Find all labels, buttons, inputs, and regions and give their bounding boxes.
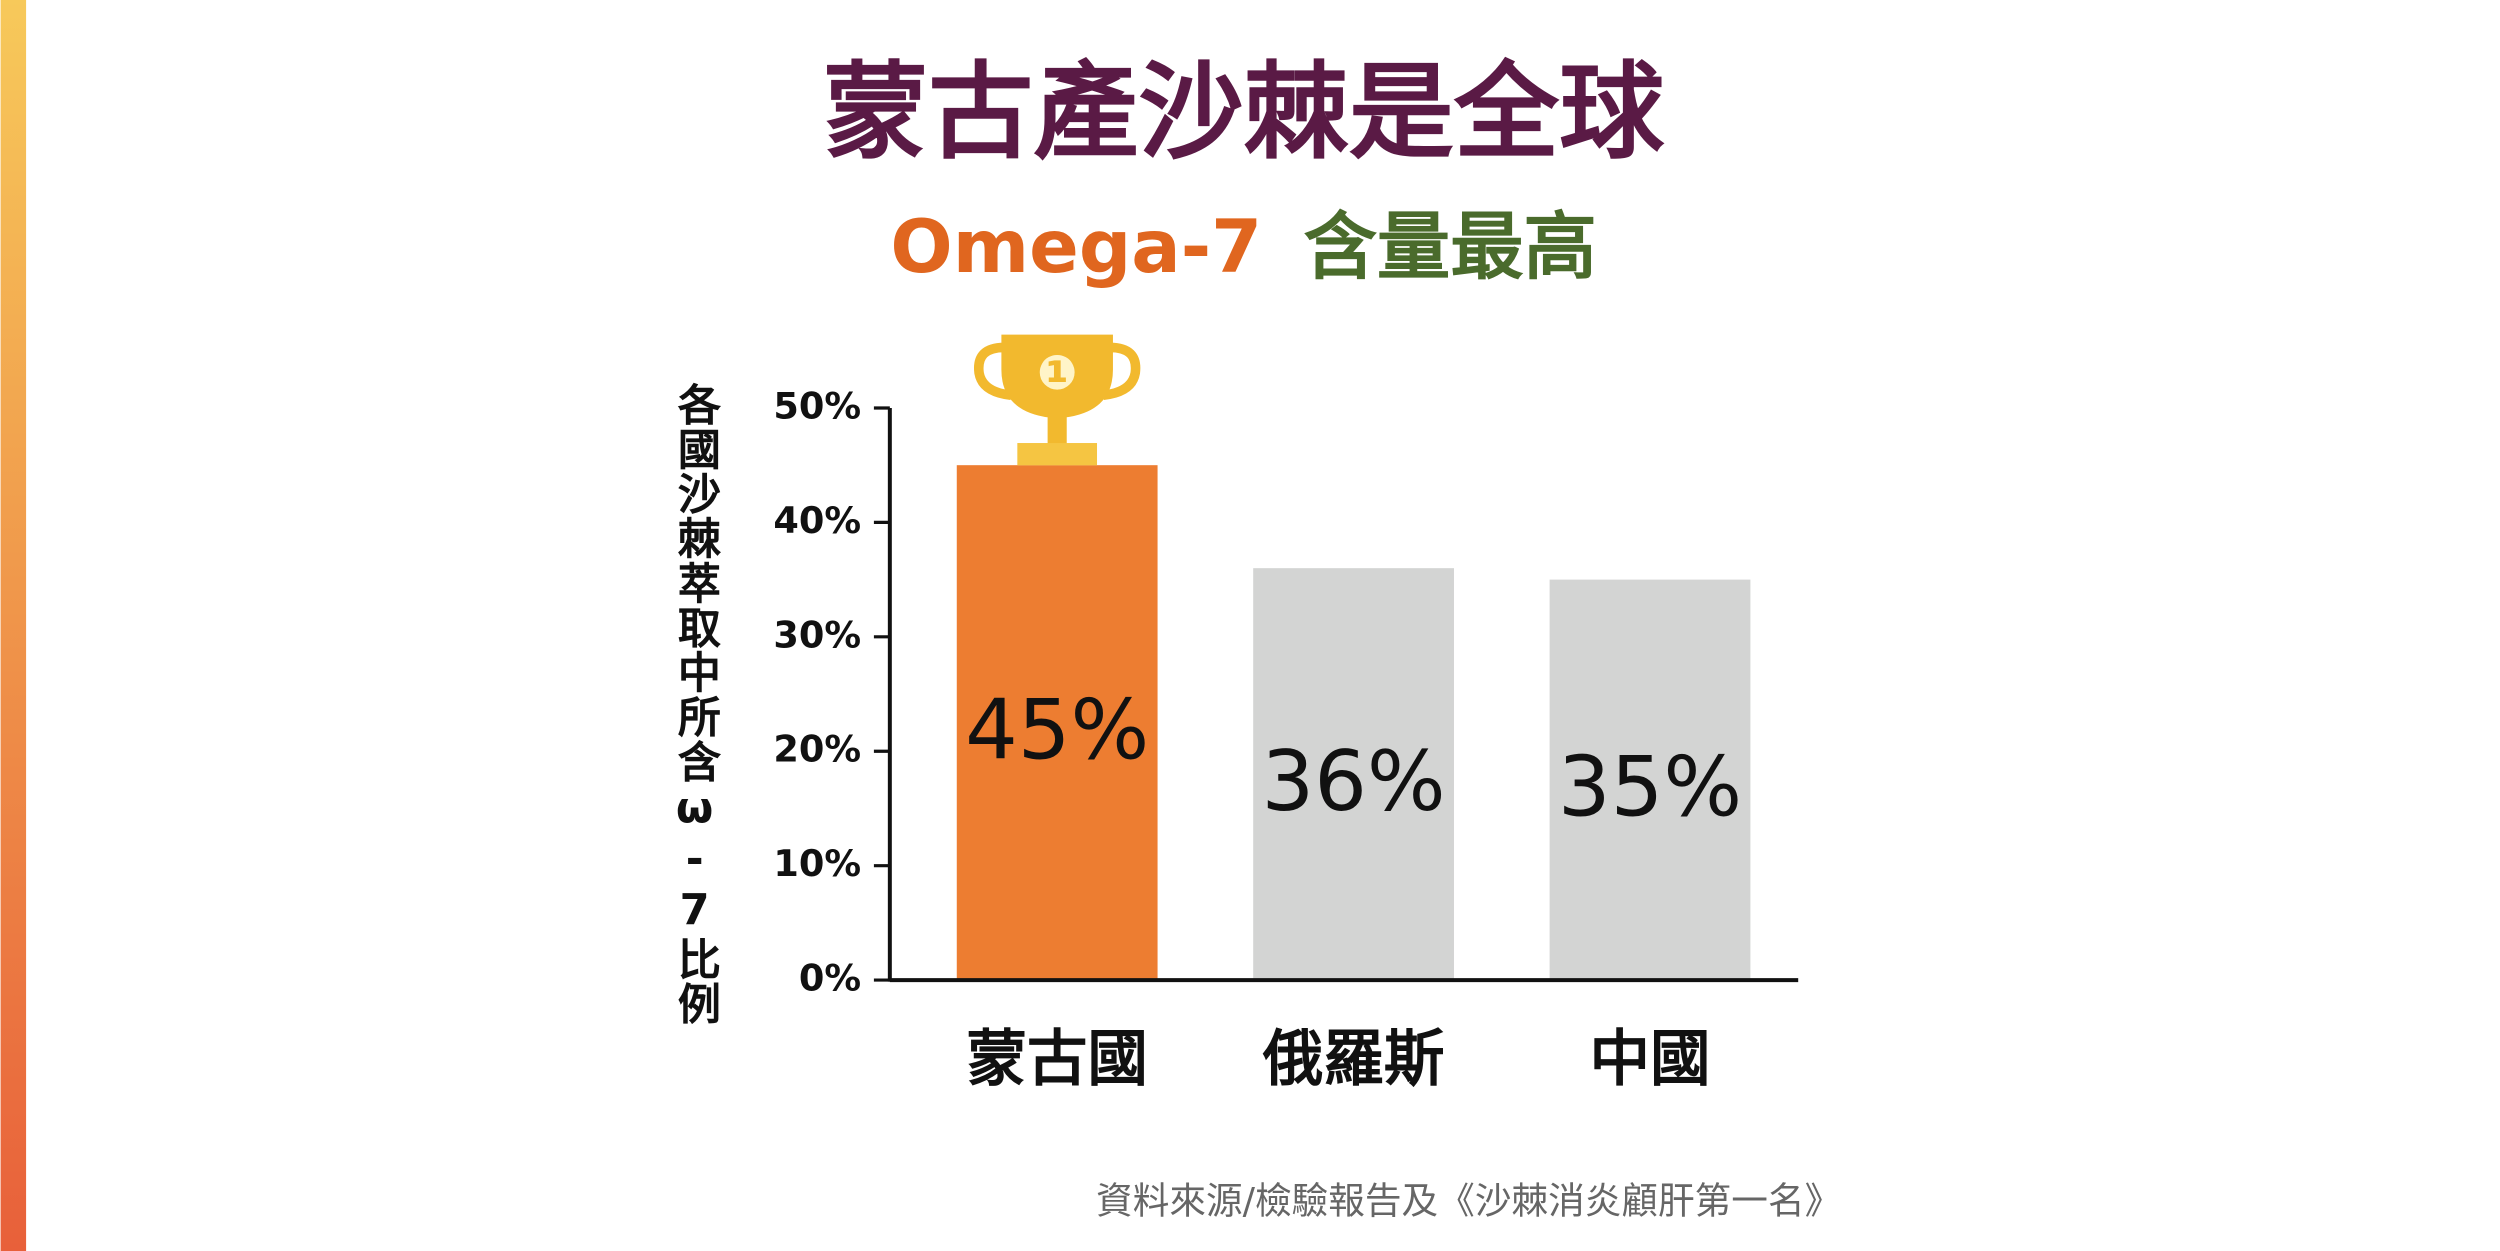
trophy-cup [1001, 334, 1113, 418]
trophy-base [1017, 443, 1098, 466]
trophy: ❶ [974, 334, 1141, 466]
chart-subtitle: Omega-7 含量最高 [890, 205, 1596, 290]
value-label: 45% [965, 681, 1149, 778]
bar [1549, 579, 1751, 981]
trophy-stem [1047, 414, 1067, 447]
y-tick-label: 40% [773, 499, 861, 542]
x-tick-label: 中國 [1589, 1025, 1710, 1095]
side-stripe [0, 0, 27, 1251]
subtitle-text: 含量最高 [1304, 205, 1597, 290]
trophy-handle [1102, 342, 1141, 400]
y-axis-label: 各國沙棘萃取中所含ω-7比例 [669, 382, 720, 1027]
y-tick-label: 10% [773, 842, 861, 885]
trophy-handle [974, 342, 1012, 400]
subtitle-highlight: Omega-7 [890, 205, 1262, 290]
y-tick-label: 30% [773, 613, 861, 656]
y-tick-label: 20% [773, 728, 861, 771]
x-tick-label: 俄羅斯 [1262, 1025, 1445, 1095]
value-label: 35% [1558, 739, 1742, 836]
bar [956, 465, 1158, 981]
trophy-icon-digit: ❶ [1037, 346, 1077, 401]
y-label-box: 各國沙棘萃取中所含ω-7比例 [669, 382, 720, 1027]
y-tick-label: 0% [799, 957, 861, 1000]
value-label: 36% [1262, 733, 1446, 830]
chart-title: 蒙古產沙棘是全球 [823, 50, 1665, 173]
y-tick-label: 50% [773, 384, 861, 427]
source-note: 資料來源/檢驗報告及《沙棘消炎顧肝第一名》 [1096, 1180, 1841, 1223]
bar [1253, 568, 1454, 981]
x-tick-label: 蒙古國 [966, 1025, 1148, 1095]
